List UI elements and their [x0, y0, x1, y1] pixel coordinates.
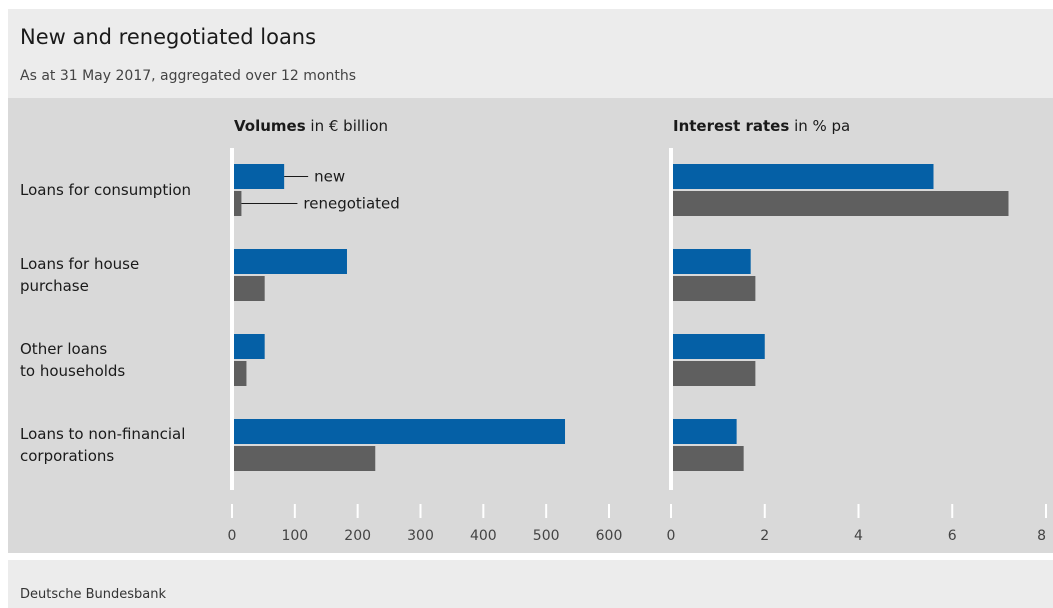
bar-new — [673, 164, 934, 189]
bar-renegotiated — [673, 276, 756, 301]
category-label: corporations — [20, 447, 114, 465]
bar-renegotiated — [673, 361, 756, 386]
panel-title-unit: in € billion — [306, 117, 388, 135]
bar-renegotiated — [234, 191, 242, 216]
x-tick-label: 500 — [533, 528, 560, 544]
bar-new — [673, 419, 737, 444]
x-tick-label: 400 — [470, 528, 497, 544]
panel-title-bold: Volumes — [234, 117, 306, 135]
category-label: Loans for consumption — [20, 181, 191, 199]
panel-title: Interest rates in % pa — [673, 117, 850, 135]
legend-new: new — [314, 168, 345, 186]
chart-svg: Loans for consumption Loans for house purc… — [20, 117, 1047, 544]
bar-renegotiated — [234, 361, 247, 386]
chart-footer: Deutsche Bundesbank — [8, 560, 1053, 608]
panel-title-bold: Interest rates — [673, 117, 789, 135]
category-label: purchase — [20, 277, 89, 295]
category-label: Loans for house — [20, 255, 139, 273]
x-tick-label: 8 — [1037, 528, 1046, 544]
x-tick-label: 600 — [596, 528, 623, 544]
x-tick-label: 0 — [667, 528, 676, 544]
x-tick-label: 6 — [948, 528, 957, 544]
source-note: Deutsche Bundesbank — [20, 587, 167, 602]
panel-title-unit: in % pa — [789, 117, 850, 135]
plot-area: Loans for consumption Loans for house purc… — [8, 98, 1053, 553]
x-tick-label: 4 — [854, 528, 863, 544]
bar-new — [234, 249, 347, 274]
bar-renegotiated — [673, 191, 1009, 216]
bar-renegotiated — [234, 276, 265, 301]
panel-title: Volumes in € billion — [234, 117, 388, 135]
x-tick-label: 100 — [281, 528, 308, 544]
category-label: Other loans — [20, 340, 107, 358]
x-tick-label: 0 — [228, 528, 237, 544]
bar-new — [234, 419, 566, 444]
bar-new — [673, 249, 751, 274]
bar-new — [234, 164, 285, 189]
category-label: to households — [20, 362, 125, 380]
chart-subtitle: As at 31 May 2017, aggregated over 12 mo… — [20, 68, 357, 84]
bar-new — [673, 334, 765, 359]
chart-title: New and renegotiated loans — [20, 25, 317, 49]
x-tick-label: 300 — [407, 528, 434, 544]
bar-new — [234, 334, 265, 359]
category-label: Loans to non-financial — [20, 425, 185, 443]
legend-renegotiated: renegotiated — [303, 195, 399, 213]
chart-header: New and renegotiated loans As at 31 May … — [8, 9, 1053, 98]
bar-renegotiated — [234, 446, 376, 471]
bar-renegotiated — [673, 446, 744, 471]
x-tick-label: 2 — [760, 528, 769, 544]
x-tick-label: 200 — [344, 528, 371, 544]
